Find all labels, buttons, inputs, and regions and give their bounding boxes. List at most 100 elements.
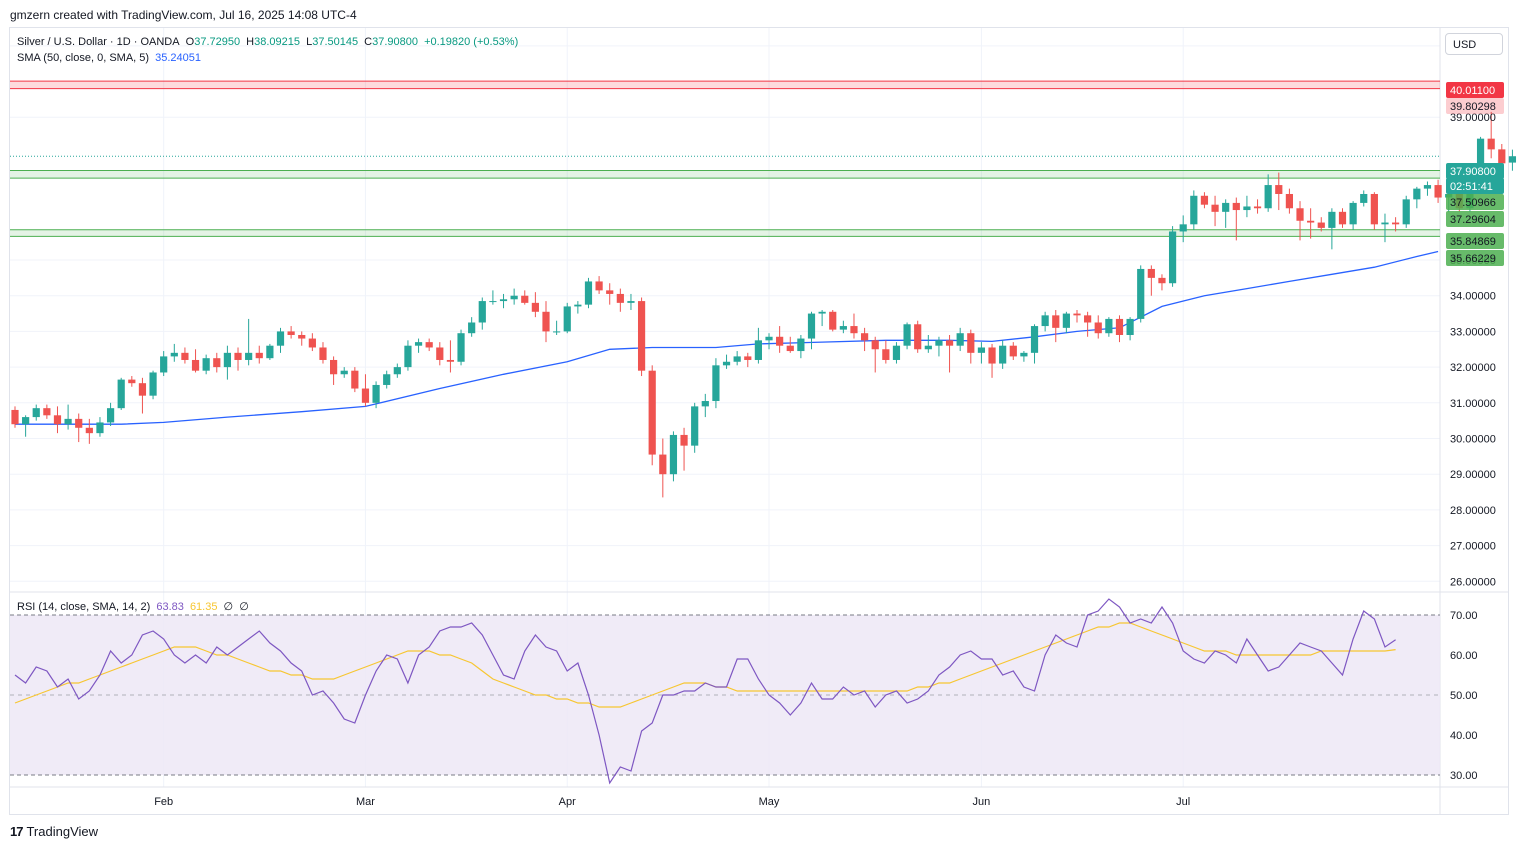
candle[interactable] (1222, 199, 1230, 228)
candle[interactable] (489, 290, 497, 305)
candle[interactable] (1105, 317, 1113, 337)
candle[interactable] (11, 406, 19, 428)
candle[interactable] (1508, 149, 1517, 171)
candle[interactable] (340, 367, 348, 378)
candle[interactable] (1413, 186, 1421, 209)
candle[interactable] (223, 345, 231, 380)
candle[interactable] (956, 327, 964, 352)
candle[interactable] (1243, 195, 1251, 218)
candle[interactable] (701, 393, 709, 418)
candle[interactable] (1094, 315, 1102, 339)
candle[interactable] (499, 293, 508, 309)
candle[interactable] (1020, 351, 1028, 362)
sma-50-line[interactable] (15, 250, 1439, 425)
candle[interactable] (53, 406, 62, 434)
candle[interactable] (245, 318, 253, 366)
candle[interactable] (446, 340, 455, 373)
candle[interactable] (1147, 265, 1155, 296)
candle[interactable] (149, 370, 157, 400)
candle[interactable] (170, 343, 178, 362)
candle[interactable] (1360, 190, 1368, 207)
candle[interactable] (595, 276, 603, 294)
candle[interactable] (138, 377, 147, 414)
candle[interactable] (117, 377, 125, 410)
candle[interactable] (903, 322, 911, 350)
candle[interactable] (266, 343, 274, 360)
candle[interactable] (64, 404, 72, 430)
candle[interactable] (160, 351, 168, 377)
candle[interactable] (1084, 311, 1092, 337)
candle[interactable] (1052, 310, 1060, 343)
candle[interactable] (468, 317, 476, 337)
candle[interactable] (521, 290, 529, 305)
candle[interactable] (945, 334, 954, 373)
candle[interactable] (1126, 317, 1134, 341)
candle[interactable] (43, 404, 51, 419)
candle[interactable] (850, 313, 858, 339)
candle[interactable] (1328, 208, 1336, 250)
candle[interactable] (213, 352, 221, 373)
candle[interactable] (1253, 199, 1262, 214)
candle[interactable] (1307, 208, 1315, 239)
candle[interactable] (606, 283, 614, 305)
candle[interactable] (1073, 310, 1081, 323)
candle[interactable] (1434, 179, 1442, 203)
candle[interactable] (1137, 265, 1145, 323)
candle[interactable] (276, 327, 285, 353)
candle[interactable] (1168, 226, 1177, 287)
candle[interactable] (659, 438, 667, 498)
candle[interactable] (22, 415, 30, 437)
candle[interactable] (457, 329, 465, 366)
candle[interactable] (319, 342, 327, 364)
candle[interactable] (1232, 197, 1240, 241)
currency-button[interactable]: USD (1445, 33, 1503, 55)
candle[interactable] (202, 354, 210, 375)
candle[interactable] (807, 311, 816, 350)
candle[interactable] (1317, 217, 1325, 232)
candle[interactable] (1158, 274, 1166, 291)
candle[interactable] (648, 365, 656, 466)
candle[interactable] (1041, 311, 1049, 332)
candle[interactable] (1062, 311, 1070, 334)
candle[interactable] (414, 338, 423, 353)
candle[interactable] (361, 374, 370, 407)
candle[interactable] (106, 402, 115, 427)
candle[interactable] (425, 338, 433, 352)
candle[interactable] (861, 327, 869, 352)
candle[interactable] (542, 301, 550, 343)
candle[interactable] (616, 288, 624, 312)
candle[interactable] (32, 404, 40, 421)
rsi-line[interactable] (14, 598, 1396, 785)
candle[interactable] (1115, 315, 1124, 343)
candle[interactable] (712, 358, 720, 409)
candle[interactable] (1179, 215, 1187, 243)
candle[interactable] (1285, 188, 1293, 214)
candle[interactable] (298, 331, 306, 346)
candle[interactable] (191, 349, 200, 373)
candle[interactable] (669, 431, 678, 482)
candle[interactable] (234, 347, 242, 371)
candle[interactable] (553, 320, 561, 335)
candle[interactable] (510, 288, 518, 305)
candle[interactable] (1275, 172, 1283, 211)
candle[interactable] (914, 320, 922, 353)
candle[interactable] (1498, 144, 1506, 166)
candle[interactable] (967, 329, 975, 364)
candle[interactable] (797, 334, 805, 359)
candle[interactable] (1200, 192, 1209, 209)
candle[interactable] (404, 340, 412, 371)
candle[interactable] (393, 363, 401, 378)
candle[interactable] (1349, 201, 1357, 230)
candle[interactable] (351, 367, 359, 393)
candle[interactable] (584, 277, 593, 309)
candle[interactable] (128, 376, 136, 387)
candle[interactable] (308, 333, 316, 352)
symbol-legend[interactable]: Silver / U.S. Dollar · 1D · OANDA O37.72… (17, 36, 521, 48)
candle[interactable] (1402, 195, 1410, 228)
tradingview-logo[interactable]: 17 TradingView (10, 824, 98, 839)
candle[interactable] (1381, 213, 1389, 243)
candle[interactable] (574, 301, 582, 314)
candle[interactable] (255, 345, 263, 364)
candle[interactable] (691, 402, 699, 453)
